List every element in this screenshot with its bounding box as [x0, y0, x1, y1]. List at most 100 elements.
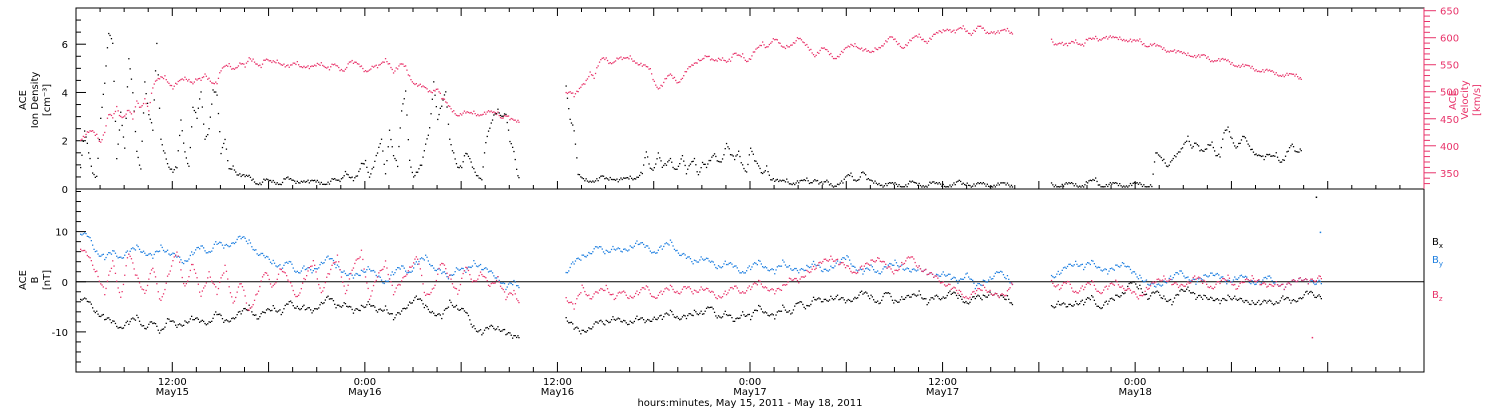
- by-point: [1005, 278, 1007, 280]
- density-point: [716, 160, 718, 162]
- bx-point: [652, 318, 654, 320]
- velocity-point: [600, 59, 602, 61]
- density-point: [938, 182, 940, 184]
- bz-point: [1104, 286, 1106, 288]
- by-point: [172, 252, 174, 254]
- by-point: [439, 269, 441, 271]
- by-point: [433, 267, 435, 269]
- velocity-point: [1294, 75, 1296, 77]
- bz-point: [834, 260, 836, 262]
- density-point: [976, 183, 978, 185]
- bz-point: [248, 309, 250, 311]
- density-point: [903, 186, 906, 188]
- velocity-point: [474, 113, 476, 115]
- bx-point: [394, 317, 396, 319]
- velocity-point: [255, 63, 257, 65]
- bx-point: [693, 309, 696, 311]
- velocity-point: [1298, 78, 1300, 80]
- bz-point: [922, 270, 924, 273]
- bz-point: [632, 297, 634, 299]
- bz-point: [149, 272, 151, 275]
- bx-point: [276, 311, 278, 313]
- density-point: [482, 166, 484, 168]
- density-point: [316, 179, 318, 182]
- bx-point: [1160, 297, 1162, 299]
- velocity-point: [395, 67, 397, 69]
- bz-point: [652, 296, 654, 298]
- bx-point: [212, 317, 214, 319]
- by-point: [596, 246, 598, 248]
- bz-point: [421, 274, 423, 277]
- bx-point: [219, 313, 221, 315]
- density-point: [1097, 184, 1099, 186]
- bz-point: [219, 281, 221, 283]
- bx-point: [1274, 303, 1276, 305]
- density-point: [307, 179, 309, 181]
- velocity-point: [1228, 61, 1231, 63]
- by-point: [1183, 275, 1185, 277]
- density-point: [346, 173, 348, 175]
- by-point: [421, 257, 423, 259]
- by-point: [1108, 270, 1110, 272]
- density-point: [787, 181, 789, 183]
- density-point: [594, 180, 597, 182]
- bx-point: [1292, 299, 1295, 301]
- velocity-point: [96, 133, 98, 135]
- bz-point: [931, 273, 934, 275]
- bz-point: [966, 297, 968, 299]
- bx-point: [1083, 304, 1085, 306]
- bz-point: [1111, 282, 1113, 284]
- bx-point: [1198, 294, 1200, 297]
- velocity-point: [879, 47, 881, 49]
- by-point: [197, 246, 199, 249]
- bz-point: [355, 259, 357, 261]
- bz-point: [1052, 282, 1054, 284]
- bx-point: [126, 320, 129, 322]
- by-point: [1087, 262, 1089, 264]
- by-point: [1083, 268, 1085, 271]
- velocity-point: [268, 60, 270, 62]
- velocity-point: [705, 55, 708, 58]
- density-point: [390, 138, 392, 141]
- by-point: [890, 263, 892, 265]
- bx-point: [1211, 297, 1213, 299]
- bz-point: [946, 284, 948, 287]
- density-point: [1292, 146, 1295, 148]
- velocity-point: [822, 47, 824, 49]
- bz-point: [1226, 279, 1228, 282]
- velocity-point: [758, 46, 760, 48]
- velocity-point: [754, 51, 756, 53]
- velocity-point: [601, 57, 603, 59]
- density-point: [499, 114, 502, 117]
- by-point: [454, 271, 456, 273]
- velocity-point: [312, 65, 314, 67]
- velocity-tick-label: 350: [1440, 169, 1459, 180]
- bz-point: [185, 283, 187, 285]
- velocity-point: [939, 30, 942, 33]
- velocity-point: [302, 66, 304, 69]
- density-point: [98, 138, 100, 141]
- bx-point: [1183, 290, 1185, 292]
- bx-point: [253, 314, 256, 316]
- bx-point: [1220, 299, 1222, 302]
- bx-point: [1129, 282, 1132, 284]
- density-point: [1224, 129, 1226, 131]
- bz-point: [647, 286, 649, 288]
- density-point: [807, 180, 809, 182]
- velocity-point: [1258, 70, 1260, 72]
- by-point: [133, 248, 135, 250]
- density-point: [302, 181, 304, 183]
- bz-point: [673, 291, 676, 293]
- by-point: [1121, 262, 1124, 264]
- velocity-point: [857, 46, 859, 49]
- bx-point: [232, 317, 234, 319]
- bz-point: [116, 280, 118, 282]
- bx-point: [343, 302, 345, 304]
- bz-point: [704, 288, 706, 291]
- density-point: [461, 166, 463, 169]
- bz-point: [758, 279, 760, 282]
- density-point: [1286, 151, 1288, 153]
- velocity-point: [273, 61, 276, 63]
- velocity-point: [169, 84, 171, 87]
- velocity-point: [890, 36, 892, 38]
